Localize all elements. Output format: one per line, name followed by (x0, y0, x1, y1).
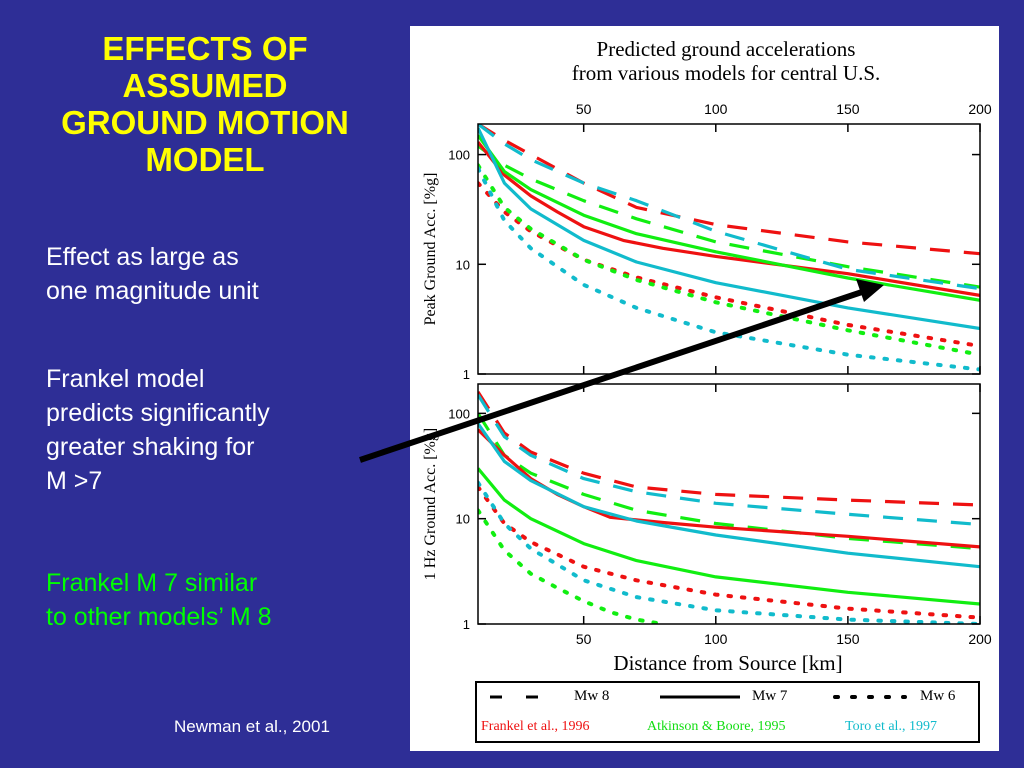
x-tick-label: 150 (836, 101, 860, 117)
x-tick-label: 50 (576, 631, 592, 647)
x-tick-label: 100 (704, 101, 728, 117)
series-line (478, 166, 980, 372)
series-line (478, 508, 665, 624)
x-tick-label: 200 (968, 631, 992, 647)
series-line (478, 428, 980, 549)
series-group (478, 391, 980, 624)
arrow-head (856, 279, 884, 302)
legend-model-frankel: Frankel et al., 1996 (481, 719, 589, 734)
legend-box (475, 681, 980, 743)
bullet-line: greater shaking for (46, 433, 255, 461)
series-line (478, 163, 980, 357)
slide-title-line: EFFECTS OF (102, 30, 308, 67)
bullet-line: M >7 (46, 467, 103, 495)
slide-title: EFFECTS OF ASSUMED GROUND MOTION MODEL (10, 30, 400, 178)
slide-title-line: MODEL (145, 141, 265, 178)
legend-model-atkinson-boore: Atkinson & Boore, 1995 (647, 719, 785, 734)
x-tick-label: 100 (704, 631, 728, 647)
x-tick-label: 50 (576, 101, 592, 117)
y-tick-label: 100 (448, 148, 470, 163)
bullet-line: Frankel M 7 similar (46, 569, 258, 597)
series-line (478, 480, 980, 624)
bullet-frankel-m7: Frankel M 7 similar to other models’ M 8 (46, 566, 272, 634)
x-axis-label: Distance from Source [km] (613, 651, 842, 675)
series-line (478, 391, 980, 507)
x-tick-label: 200 (968, 101, 992, 117)
annotation-arrow (359, 279, 884, 463)
y-tick-label: 100 (448, 406, 470, 421)
y-axis-label: 1 Hz Ground Acc. [%g] (422, 428, 439, 580)
series-line (478, 181, 980, 348)
slide-title-line: GROUND MOTION (61, 104, 349, 141)
legend-dashed-label: Mw 8 (574, 688, 609, 704)
plot-frame (477, 383, 981, 625)
legend-solid-label: Mw 7 (752, 688, 788, 704)
series-line (478, 124, 980, 291)
series-line (478, 134, 980, 302)
series-line (478, 422, 980, 569)
plot-frame (477, 123, 981, 375)
y-tick-label: 1 (463, 617, 470, 632)
figure-title-line: Predicted ground accelerations (597, 37, 856, 61)
legend: Mw 8 Mw 7 Mw 6 Frankel et al., 1996 Atki… (475, 681, 980, 743)
series-line (478, 144, 980, 289)
arrow-shaft (359, 289, 863, 463)
bullet-line: to other models’ M 8 (46, 603, 272, 631)
x-tick-label: 150 (836, 631, 860, 647)
bullet-frankel-prediction: Frankel model predicts significantly gre… (46, 362, 270, 498)
series-line (478, 485, 980, 620)
legend-dotted-label: Mw 6 (920, 688, 956, 704)
legend-model-toro: Toro et al., 1997 (845, 719, 937, 734)
bullet-effect-size: Effect as large as one magnitude unit (46, 240, 259, 308)
bullet-line: Frankel model (46, 365, 205, 393)
series-line (478, 124, 980, 256)
citation: Newman et al., 2001 (174, 717, 330, 736)
slide-title-line: ASSUMED (122, 67, 288, 104)
series-line (478, 467, 980, 606)
panel-1hz-ground-acc: 1 10 100 50 100 150 200 1 Hz Ground Acc. [%g] (422, 383, 992, 647)
bullet-line: Effect as large as (46, 243, 239, 271)
bullet-line: one magnitude unit (46, 277, 259, 305)
series-line (478, 393, 980, 527)
y-tick-label: 1 (463, 367, 470, 382)
bullet-line: predicts significantly (46, 399, 270, 427)
y-axis-label: Peak Ground Acc. [%g] (422, 173, 439, 326)
y-tick-label: 10 (456, 512, 470, 527)
y-tick-label: 10 (456, 257, 470, 272)
figure-title-line: from various models for central U.S. (572, 61, 881, 85)
